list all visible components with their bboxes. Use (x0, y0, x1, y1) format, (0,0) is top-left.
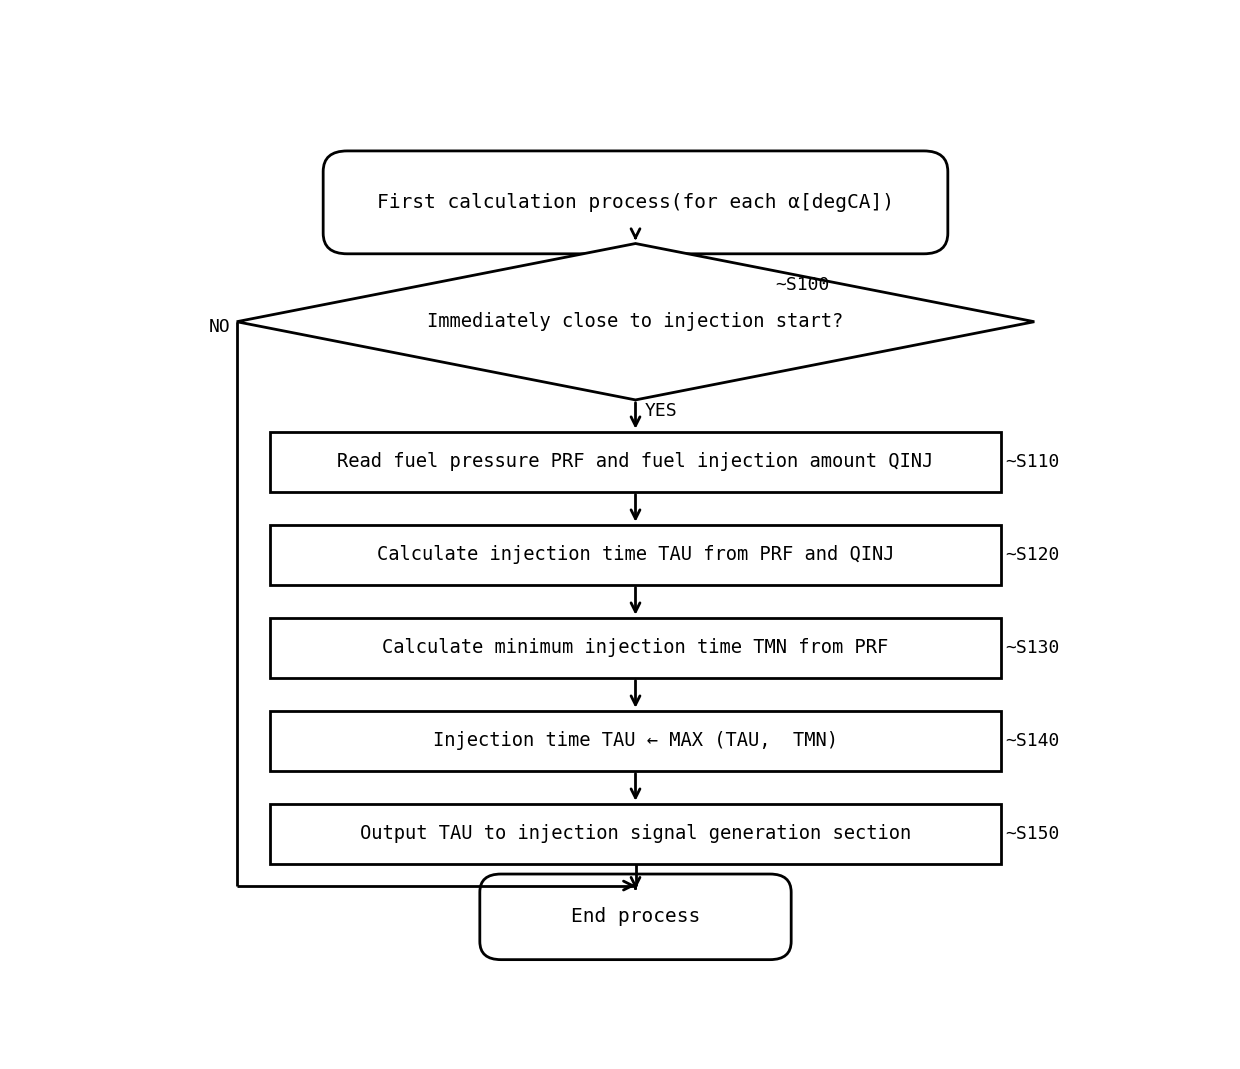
Text: Output TAU to injection signal generation section: Output TAU to injection signal generatio… (360, 824, 911, 843)
FancyBboxPatch shape (324, 151, 947, 253)
Text: ~S140: ~S140 (1006, 731, 1060, 749)
Text: YES: YES (645, 402, 678, 419)
Text: Read fuel pressure PRF and fuel injection amount QINJ: Read fuel pressure PRF and fuel injectio… (337, 452, 934, 471)
Polygon shape (237, 244, 1034, 400)
Text: ~S150: ~S150 (1006, 824, 1060, 842)
Text: Immediately close to injection start?: Immediately close to injection start? (428, 312, 843, 331)
FancyBboxPatch shape (480, 874, 791, 960)
Text: NO: NO (208, 319, 231, 337)
Text: Injection time TAU ← MAX (TAU,  TMN): Injection time TAU ← MAX (TAU, TMN) (433, 731, 838, 750)
Text: First calculation process(for each α[degCA]): First calculation process(for each α[deg… (377, 192, 894, 212)
Bar (270, 432, 1001, 492)
Bar (270, 711, 1001, 771)
Text: ~S130: ~S130 (1006, 638, 1060, 656)
Text: Calculate minimum injection time TMN from PRF: Calculate minimum injection time TMN fro… (382, 638, 889, 657)
Text: End process: End process (570, 908, 701, 927)
Text: ~S110: ~S110 (1006, 452, 1060, 470)
Bar (270, 525, 1001, 585)
Text: Calculate injection time TAU from PRF and QINJ: Calculate injection time TAU from PRF an… (377, 545, 894, 564)
Bar (270, 804, 1001, 864)
Bar (270, 618, 1001, 678)
Text: ~S120: ~S120 (1006, 545, 1060, 563)
Text: ~S100: ~S100 (775, 276, 830, 294)
